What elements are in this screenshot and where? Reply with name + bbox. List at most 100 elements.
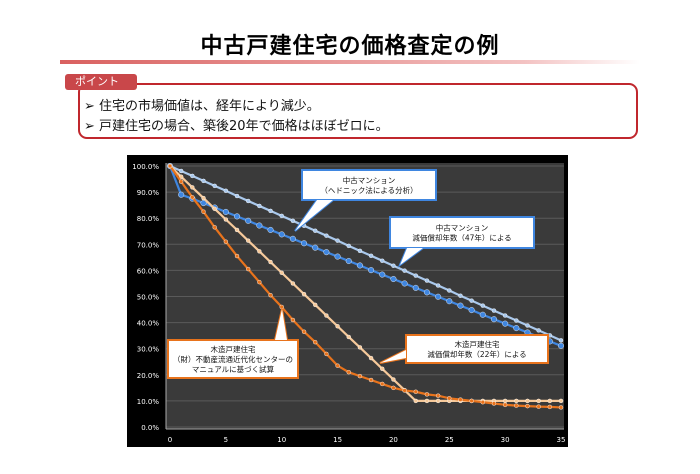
- depreciation-chart: 0.0% 10.0% 20.0% 30.0% 40.0% 50.0% 60.0% 70.0% 8…: [127, 155, 568, 447]
- data-point: [412, 284, 419, 291]
- x-tick-label: 15: [333, 436, 342, 444]
- data-point: [380, 366, 385, 371]
- y-tick-label: 100.0%: [132, 163, 159, 171]
- data-point: [357, 373, 363, 379]
- data-point: [301, 240, 308, 247]
- data-point: [257, 279, 262, 285]
- data-point: [357, 345, 363, 350]
- data-point: [312, 244, 319, 251]
- data-point: [558, 338, 564, 343]
- data-point: [279, 304, 284, 310]
- data-point: [346, 369, 351, 375]
- data-point: [413, 398, 418, 404]
- data-point: [435, 393, 441, 398]
- data-point: [502, 402, 508, 408]
- data-point: [167, 163, 173, 169]
- data-point: [356, 262, 363, 269]
- data-point: [368, 267, 375, 274]
- data-point: [324, 313, 329, 318]
- data-point: [313, 302, 318, 308]
- data-point: [212, 225, 217, 230]
- data-point: [324, 351, 329, 357]
- point-box: [78, 83, 638, 139]
- data-point: [413, 389, 418, 394]
- data-point: [324, 233, 329, 238]
- data-point: [469, 398, 474, 404]
- data-point: [458, 397, 463, 402]
- data-point: [346, 243, 351, 249]
- y-tick-label: 70.0%: [137, 241, 160, 249]
- y-tick-label: 30.0%: [137, 346, 160, 354]
- y-tick-label: 10.0%: [137, 398, 160, 406]
- data-point: [357, 248, 363, 254]
- data-point: [435, 293, 442, 300]
- data-point: [458, 293, 463, 298]
- data-point: [435, 398, 441, 404]
- data-point: [223, 217, 229, 222]
- data-point: [513, 325, 520, 332]
- y-tick-label: 20.0%: [137, 372, 160, 380]
- callout-text: 木造戸建住宅: [455, 339, 500, 349]
- data-point: [368, 253, 374, 258]
- data-point: [423, 289, 430, 296]
- data-point: [278, 231, 285, 238]
- callout-pointer-fill: [275, 309, 287, 340]
- data-point: [525, 398, 530, 404]
- data-point: [547, 404, 553, 410]
- y-tick-label: 50.0%: [137, 294, 160, 302]
- data-point: [290, 218, 296, 224]
- x-tick-label: 5: [224, 436, 228, 444]
- series-3: [167, 163, 564, 404]
- point-tab: ポイント: [65, 74, 137, 90]
- data-point: [245, 217, 252, 224]
- data-point: [212, 183, 217, 189]
- callout-pointer-fill: [400, 248, 423, 265]
- data-point: [391, 263, 396, 268]
- data-point: [525, 323, 530, 328]
- y-tick-label: 0.0%: [141, 424, 159, 432]
- data-point: [391, 385, 396, 391]
- point-item-1: ➢ 住宅の市場価値は、経年により減少。: [84, 99, 320, 114]
- data-point: [502, 320, 509, 327]
- data-point: [424, 278, 430, 283]
- data-point: [547, 398, 553, 404]
- data-point: [279, 213, 284, 219]
- data-point: [457, 302, 464, 309]
- data-point: [502, 313, 508, 318]
- data-point: [290, 317, 296, 323]
- data-point: [257, 203, 262, 209]
- data-point: [234, 213, 241, 220]
- data-point: [413, 273, 418, 278]
- x-tick-label: 35: [557, 436, 566, 444]
- callout-pointer-fill: [295, 200, 333, 231]
- data-point: [313, 228, 318, 233]
- data-point: [335, 363, 340, 368]
- data-point: [178, 168, 184, 174]
- data-point: [335, 324, 340, 329]
- data-point: [234, 227, 240, 233]
- data-point: [368, 377, 374, 383]
- data-point: [289, 235, 296, 242]
- data-point: [223, 188, 229, 193]
- data-point: [402, 388, 407, 393]
- data-point: [491, 308, 497, 313]
- data-point: [279, 270, 284, 275]
- data-point: [190, 195, 195, 200]
- data-point: [178, 191, 185, 198]
- data-point: [257, 249, 262, 254]
- y-tick-label: 40.0%: [137, 320, 160, 328]
- x-tick-label: 25: [445, 436, 454, 444]
- data-point: [401, 280, 408, 287]
- x-tick-label: 10: [277, 436, 286, 444]
- data-point: [514, 398, 519, 404]
- data-point: [536, 398, 541, 404]
- data-point: [346, 334, 351, 340]
- callout-text: 中古マンション: [436, 223, 489, 233]
- data-point: [201, 209, 206, 214]
- data-point: [268, 208, 273, 214]
- data-point: [178, 174, 184, 179]
- callout-box: [389, 216, 535, 249]
- x-tick-label: 30: [501, 436, 510, 444]
